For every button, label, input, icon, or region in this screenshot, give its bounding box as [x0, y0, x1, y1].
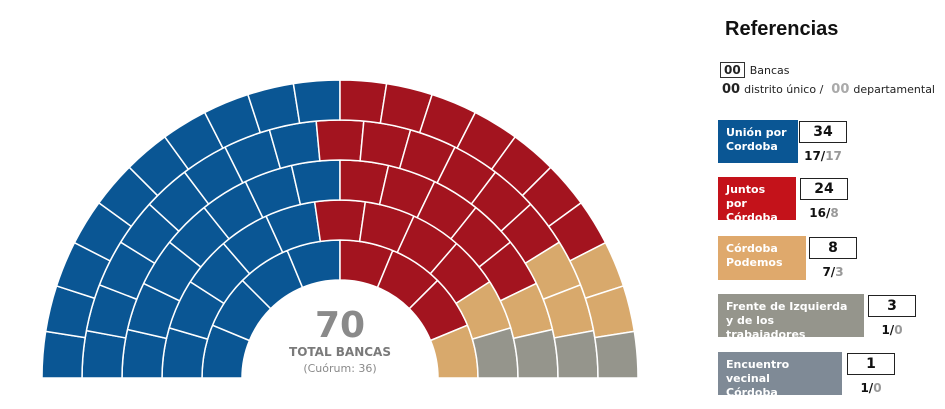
- legend-seat-count: 8: [809, 237, 857, 259]
- legend-label-line2: Cordoba: [726, 140, 778, 153]
- key-dep-text: departamental: [853, 83, 935, 96]
- seat-juntos-por-c-rdoba: [339, 79, 388, 125]
- split-du: 1: [881, 323, 890, 337]
- legend-item-cordoba-podemos: Córdoba Podemos: [718, 236, 806, 280]
- legend-item-encuentro-vecinal: Encuentro vecinal Córdoba: [718, 352, 842, 399]
- split-dep: 17: [825, 149, 842, 163]
- key-box: 00: [720, 62, 745, 78]
- split-du: 1: [860, 381, 869, 395]
- legend-label-line2: Córdoba: [726, 211, 778, 224]
- legend-split: 7/3: [822, 265, 844, 279]
- legend-title: Referencias: [725, 18, 839, 40]
- split-dep: 8: [830, 206, 839, 220]
- legend-item-frente-de-izquierda: Frente de Izquierda y de los trabajadores: [718, 294, 864, 341]
- legend-label-line2: y de los trabajadores: [726, 314, 806, 341]
- legend-split: 1/0: [881, 323, 903, 337]
- total-label: TOTAL BANCAS: [289, 345, 391, 359]
- split-dep: 3: [835, 265, 844, 279]
- total-seats: 70: [314, 305, 366, 346]
- legend-label-line2: Podemos: [726, 256, 783, 269]
- split-dep: 0: [894, 323, 903, 337]
- legend-seat-count: 34: [799, 121, 847, 143]
- legend-label-line1: Unión por: [726, 126, 787, 139]
- legend-label-line1: Juntos por: [726, 183, 766, 210]
- legend-split: 16/8: [809, 206, 839, 220]
- legend-item-juntos-por-cordoba: Juntos por Córdoba: [718, 177, 796, 224]
- seat-juntos-por-c-rdoba: [313, 199, 367, 243]
- seat-uni-n-por-cordoba: [292, 79, 341, 125]
- hemicycle-chart: [41, 79, 639, 379]
- legend-split: 1/0: [860, 381, 882, 395]
- key-du-number: 00: [722, 82, 741, 97]
- legend-seat-count: 3: [868, 295, 916, 317]
- seat-juntos-por-c-rdoba: [315, 119, 365, 162]
- split-du: 17: [804, 149, 821, 163]
- key-dep-number: 00: [831, 82, 850, 97]
- seat-uni-n-por-cordoba: [81, 329, 127, 379]
- seat-frente-de-izquierda-y-de-los-trabajadores: [553, 329, 599, 379]
- legend-label-line1: Córdoba: [726, 242, 778, 255]
- legend-label-line1: Frente de Izquierda: [726, 300, 848, 313]
- split-du: 16: [809, 206, 826, 220]
- seat-frente-de-izquierda-y-de-los-trabajadores: [593, 330, 639, 379]
- legend-item-union-por-cordoba: Unión por Cordoba: [718, 120, 798, 163]
- seat-frente-de-izquierda-y-de-los-trabajadores: [512, 328, 559, 379]
- legend-seat-count: 24: [800, 178, 848, 200]
- seat-uni-n-por-cordoba: [41, 330, 87, 379]
- legend-label-line2: Córdoba: [726, 386, 778, 399]
- split-dep: 0: [873, 381, 882, 395]
- split-du: 7: [822, 265, 831, 279]
- legend-split: 17/17: [804, 149, 842, 163]
- legend-label-line1: Encuentro vecinal: [726, 358, 790, 385]
- key-bancas-text: Bancas: [749, 64, 790, 77]
- seat-uni-n-por-cordoba: [290, 159, 341, 206]
- legend-key-bancas: 00 Bancas: [720, 62, 789, 78]
- legend-seat-count: 1: [847, 353, 895, 375]
- key-du-text: distrito único /: [744, 83, 824, 96]
- quorum-label: (Cuórum: 36): [303, 362, 377, 375]
- legend-key-split: 00 distrito único /00 departamental: [722, 82, 935, 97]
